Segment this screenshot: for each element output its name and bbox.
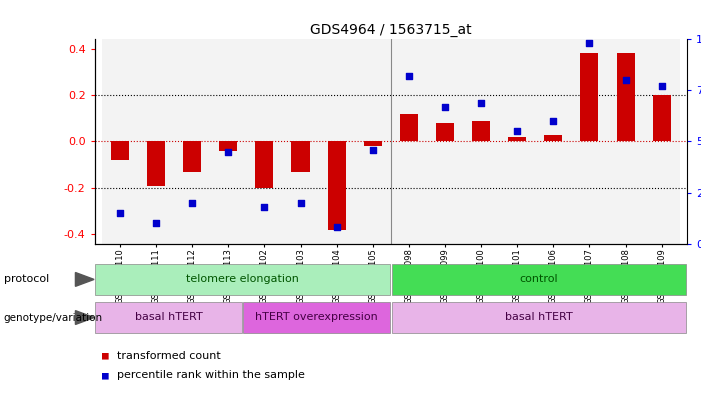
Bar: [364, 141, 382, 146]
Bar: [580, 53, 599, 141]
Bar: [617, 53, 634, 141]
Bar: [391, 39, 427, 244]
Bar: [95, 302, 242, 333]
Bar: [472, 121, 490, 141]
Polygon shape: [76, 272, 94, 286]
Point: [367, 147, 379, 153]
Bar: [210, 39, 246, 244]
Text: basal hTERT: basal hTERT: [505, 312, 573, 322]
Bar: [653, 95, 671, 141]
Bar: [392, 302, 686, 333]
Bar: [427, 39, 463, 244]
Bar: [400, 114, 418, 141]
Bar: [111, 141, 129, 160]
Bar: [436, 123, 454, 141]
Point: [440, 104, 451, 110]
Text: hTERT overexpression: hTERT overexpression: [255, 312, 378, 322]
Bar: [102, 39, 138, 244]
Title: GDS4964 / 1563715_at: GDS4964 / 1563715_at: [310, 23, 472, 37]
Point: [223, 149, 234, 155]
Point: [295, 200, 306, 206]
Bar: [183, 141, 201, 172]
Bar: [95, 264, 390, 295]
Point: [259, 204, 270, 210]
Bar: [292, 141, 310, 172]
Bar: [392, 264, 686, 295]
Text: ■: ■: [102, 370, 109, 380]
Bar: [463, 39, 499, 244]
Bar: [608, 39, 644, 244]
Bar: [255, 141, 273, 188]
Polygon shape: [76, 310, 94, 325]
Bar: [138, 39, 174, 244]
Text: genotype/variation: genotype/variation: [4, 312, 102, 323]
Point: [620, 77, 631, 83]
Bar: [147, 141, 165, 185]
Bar: [318, 39, 355, 244]
Bar: [283, 39, 318, 244]
Bar: [644, 39, 680, 244]
Bar: [571, 39, 608, 244]
Bar: [243, 302, 390, 333]
Bar: [327, 141, 346, 230]
Text: basal hTERT: basal hTERT: [135, 312, 203, 322]
Bar: [536, 39, 571, 244]
Bar: [246, 39, 283, 244]
Point: [186, 200, 198, 206]
Point: [512, 128, 523, 134]
Point: [331, 224, 342, 230]
Point: [403, 73, 414, 79]
Bar: [544, 134, 562, 141]
Text: ■: ■: [102, 351, 109, 361]
Bar: [508, 137, 526, 141]
Bar: [174, 39, 210, 244]
Point: [656, 83, 667, 90]
Text: percentile rank within the sample: percentile rank within the sample: [117, 370, 305, 380]
Bar: [355, 39, 391, 244]
Point: [584, 40, 595, 46]
Text: protocol: protocol: [4, 274, 49, 285]
Point: [547, 118, 559, 124]
Point: [114, 210, 125, 216]
Bar: [219, 141, 238, 151]
Bar: [499, 39, 536, 244]
Text: transformed count: transformed count: [117, 351, 221, 361]
Point: [151, 220, 162, 226]
Text: control: control: [519, 274, 558, 284]
Text: telomere elongation: telomere elongation: [186, 274, 299, 284]
Point: [475, 99, 486, 106]
